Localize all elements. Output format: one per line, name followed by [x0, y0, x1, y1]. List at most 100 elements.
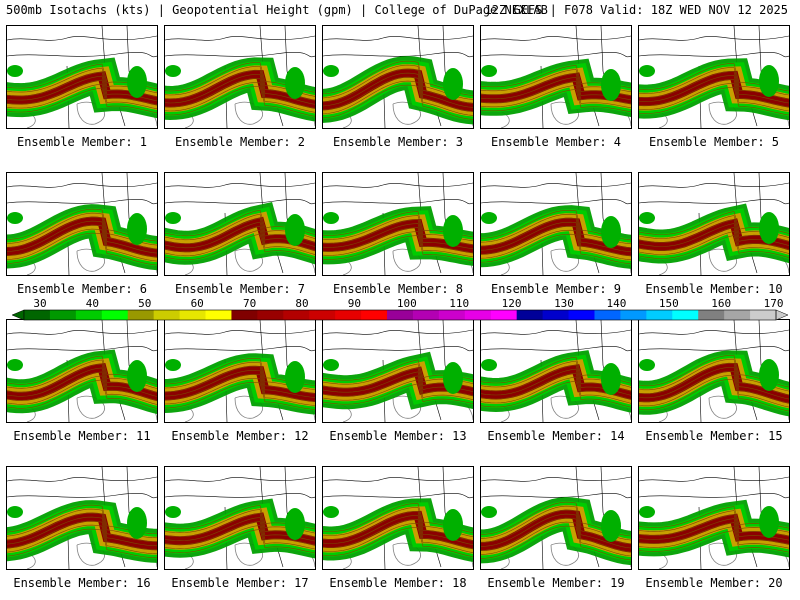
colorbar-swatch: [75, 310, 103, 320]
ensemble-member-label: Ensemble Member: 9: [490, 282, 622, 296]
wind-map: [165, 26, 315, 128]
colorbar-swatch: [231, 310, 258, 320]
colorbar-swatch: [438, 310, 466, 320]
ensemble-member-map: [638, 25, 790, 129]
scattered-wind-patches: [165, 506, 305, 540]
scattered-wind-patches: [7, 359, 147, 392]
colorbar-tick-label: 160: [711, 297, 732, 310]
wind-map: [7, 173, 157, 275]
scattered-wind-patches: [639, 212, 779, 244]
colorbar-swatch: [361, 310, 388, 320]
wind-map: [165, 467, 315, 569]
scattered-wind-patches: [7, 212, 147, 245]
colorbar-swatch: [464, 310, 492, 320]
wind-map: [323, 320, 473, 422]
colorbar-swatch: [516, 310, 544, 320]
colorbar-swatch: [387, 310, 414, 320]
ensemble-member-map: [480, 172, 632, 276]
colorbar-swatch: [568, 310, 595, 320]
colorbar-swatch: [257, 310, 284, 320]
wind-map: [165, 320, 315, 422]
ensemble-member-label: Ensemble Member: 7: [174, 282, 306, 296]
model-valid-time: 12Z GEFS | F078 Valid: 18Z WED NOV 12 20…: [484, 3, 788, 17]
ensemble-member-map: [164, 319, 316, 423]
scattered-wind-patches: [165, 359, 305, 393]
scattered-wind-patches: [639, 359, 779, 391]
ensemble-member-label: Ensemble Member: 4: [490, 135, 622, 149]
wind-map: [165, 173, 315, 275]
colorbar-swatch: [646, 310, 673, 320]
scattered-wind-patches: [323, 212, 463, 247]
ensemble-member-label: Ensemble Member: 19: [487, 576, 625, 590]
ensemble-member-map: [6, 25, 158, 129]
wind-map: [7, 26, 157, 128]
ensemble-member-label: Ensemble Member: 17: [171, 576, 309, 590]
ensemble-member-map: [480, 319, 632, 423]
scattered-wind-patches: [481, 506, 621, 542]
wind-map: [323, 467, 473, 569]
ensemble-member-map: [164, 466, 316, 570]
colorbar-swatch: [309, 310, 336, 320]
colorbar-swatch: [49, 310, 77, 320]
scattered-wind-patches: [7, 506, 147, 539]
ensemble-member-map: [322, 172, 474, 276]
wind-map: [323, 173, 473, 275]
colorbar-tick-label: 110: [449, 297, 470, 310]
colorbar-tick-label: 140: [606, 297, 627, 310]
ensemble-member-label: Ensemble Member: 6: [16, 282, 148, 296]
ensemble-member-label: Ensemble Member: 15: [645, 429, 783, 443]
colorbar-tick-label: 130: [554, 297, 574, 310]
ensemble-member-label: Ensemble Member: 1: [16, 135, 148, 149]
colorbar-tick-label: 30: [33, 297, 47, 310]
wind-map: [7, 320, 157, 422]
colorbar-left-arrow: [12, 309, 25, 321]
ensemble-member-map: [164, 172, 316, 276]
scattered-wind-patches: [323, 359, 463, 394]
ensemble-member-map: [322, 25, 474, 129]
colorbar-swatch: [179, 310, 207, 320]
scattered-wind-patches: [481, 359, 621, 395]
wind-map: [481, 320, 631, 422]
colorbar-swatch: [101, 310, 129, 320]
scattered-wind-patches: [639, 65, 779, 97]
scattered-wind-patches: [7, 65, 147, 98]
ensemble-member-label: Ensemble Member: 20: [645, 576, 783, 590]
ensemble-member-label: Ensemble Member: 18: [329, 576, 467, 590]
ensemble-member-map: [6, 319, 158, 423]
wind-map: [639, 173, 789, 275]
scattered-wind-patches: [481, 212, 621, 248]
height-contours: [7, 504, 157, 559]
ensemble-member-map: [322, 319, 474, 423]
colorbar-tick-label: 100: [396, 297, 417, 310]
coastlines: [165, 467, 315, 569]
colorbar-swatch: [672, 310, 699, 320]
colorbar-swatch: [127, 310, 155, 320]
ensemble-member-map: [6, 466, 158, 570]
wind-map: [481, 26, 631, 128]
colorbar-swatch: [412, 310, 440, 320]
ensemble-member-label: Ensemble Member: 11: [13, 429, 151, 443]
wind-map: [481, 467, 631, 569]
wind-map: [7, 467, 157, 569]
colorbar-tick-label: 120: [501, 297, 522, 310]
wind-map: [639, 26, 789, 128]
map-title: 500mb Isotachs (kts) | Geopotential Heig…: [6, 3, 548, 17]
colorbar-swatch: [620, 310, 647, 320]
colorbar-tick-label: 80: [295, 297, 309, 310]
ensemble-member-map: [638, 466, 790, 570]
ensemble-member-map: [6, 172, 158, 276]
ensemble-member-map: [164, 25, 316, 129]
colorbar-swatch: [542, 310, 570, 320]
height-contours: [639, 355, 789, 412]
ensemble-member-label: Ensemble Member: 10: [645, 282, 783, 296]
scattered-wind-patches: [639, 506, 779, 538]
colorbar-tick-label: 60: [190, 297, 204, 310]
colorbar-tick-label: 50: [138, 297, 152, 310]
colorbar-tick-label: 150: [658, 297, 679, 310]
ensemble-member-label: Ensemble Member: 3: [332, 135, 464, 149]
ensemble-member-label: Ensemble Member: 5: [648, 135, 780, 149]
colorbar-tick-label: 90: [347, 297, 362, 310]
wind-map: [639, 320, 789, 422]
colorbar-swatch: [283, 310, 310, 320]
colorbar-swatch: [594, 310, 621, 320]
